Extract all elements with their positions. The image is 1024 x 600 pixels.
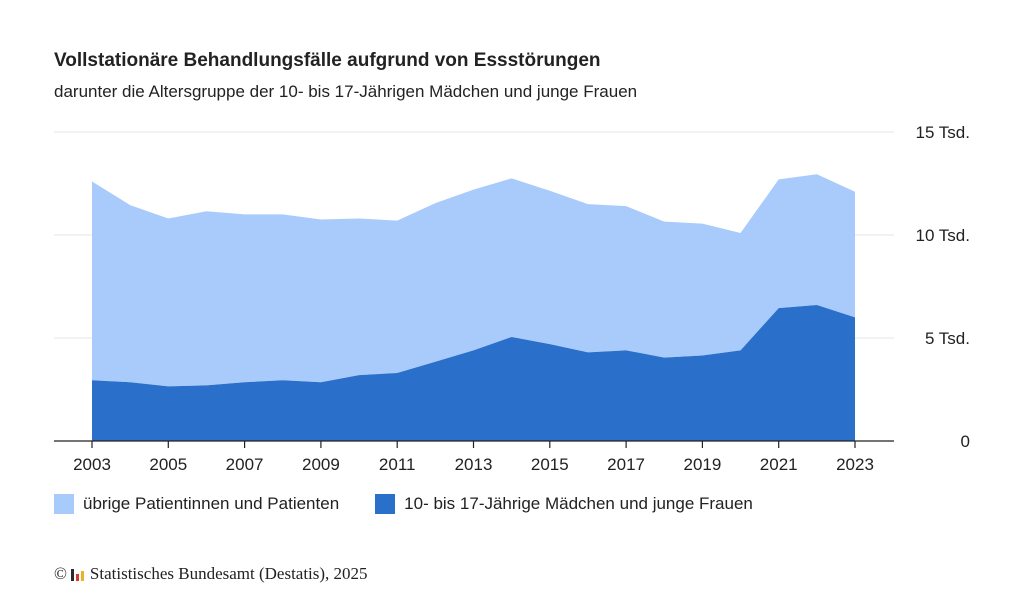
legend-swatch-other-patients <box>54 494 74 514</box>
x-tick-label: 2023 <box>836 455 874 474</box>
x-tick-label: 2003 <box>73 455 111 474</box>
x-tick-label: 2011 <box>379 455 416 474</box>
legend-label-girls-10-17: 10- bis 17-Jährige Mädchen und junge Fra… <box>404 494 753 513</box>
x-tick-label: 2015 <box>531 455 569 474</box>
x-tick-label: 2005 <box>149 455 187 474</box>
x-tick-label: 2017 <box>607 455 645 474</box>
copyright-symbol: © <box>54 564 67 583</box>
y-tick-label: 15 Tsd. <box>915 123 970 142</box>
y-tick-label: 10 Tsd. <box>915 226 970 245</box>
x-tick-label: 2019 <box>683 455 721 474</box>
x-tick-label: 2021 <box>760 455 798 474</box>
y-tick-label: 0 <box>961 432 970 451</box>
chart-title: Vollstationäre Behandlungsfälle aufgrund… <box>54 50 601 71</box>
area-chart: 0 5 Tsd. 10 Tsd. 15 Tsd. 2003 2005 2007 2009 201… <box>54 123 970 474</box>
destatis-logo-icon <box>70 567 86 581</box>
source-text: Statistisches Bundesamt (Destatis), 2025 <box>89 564 368 583</box>
x-tick-label: 2009 <box>302 455 340 474</box>
y-tick-label: 5 Tsd. <box>925 329 970 348</box>
chart-legend: übrige Patientinnen und Patienten 10- bi… <box>54 494 789 514</box>
area-series-other-patients <box>92 174 855 387</box>
legend-item-girls-10-17[interactable]: 10- bis 17-Jährige Mädchen und junge Fra… <box>375 494 753 514</box>
legend-label-other-patients: übrige Patientinnen und Patienten <box>83 494 340 513</box>
legend-swatch-girls-10-17 <box>375 494 396 514</box>
area-series-girls-10-17 <box>92 305 855 441</box>
source-footer: © Statistisches Bundesamt (Destatis), 20… <box>54 564 368 584</box>
x-tick-label: 2013 <box>455 455 493 474</box>
x-tick-label: 2007 <box>226 455 264 474</box>
chart-subtitle: darunter die Altersgruppe der 10- bis 17… <box>54 82 638 101</box>
legend-item-other-patients[interactable]: übrige Patientinnen und Patienten <box>54 494 339 514</box>
